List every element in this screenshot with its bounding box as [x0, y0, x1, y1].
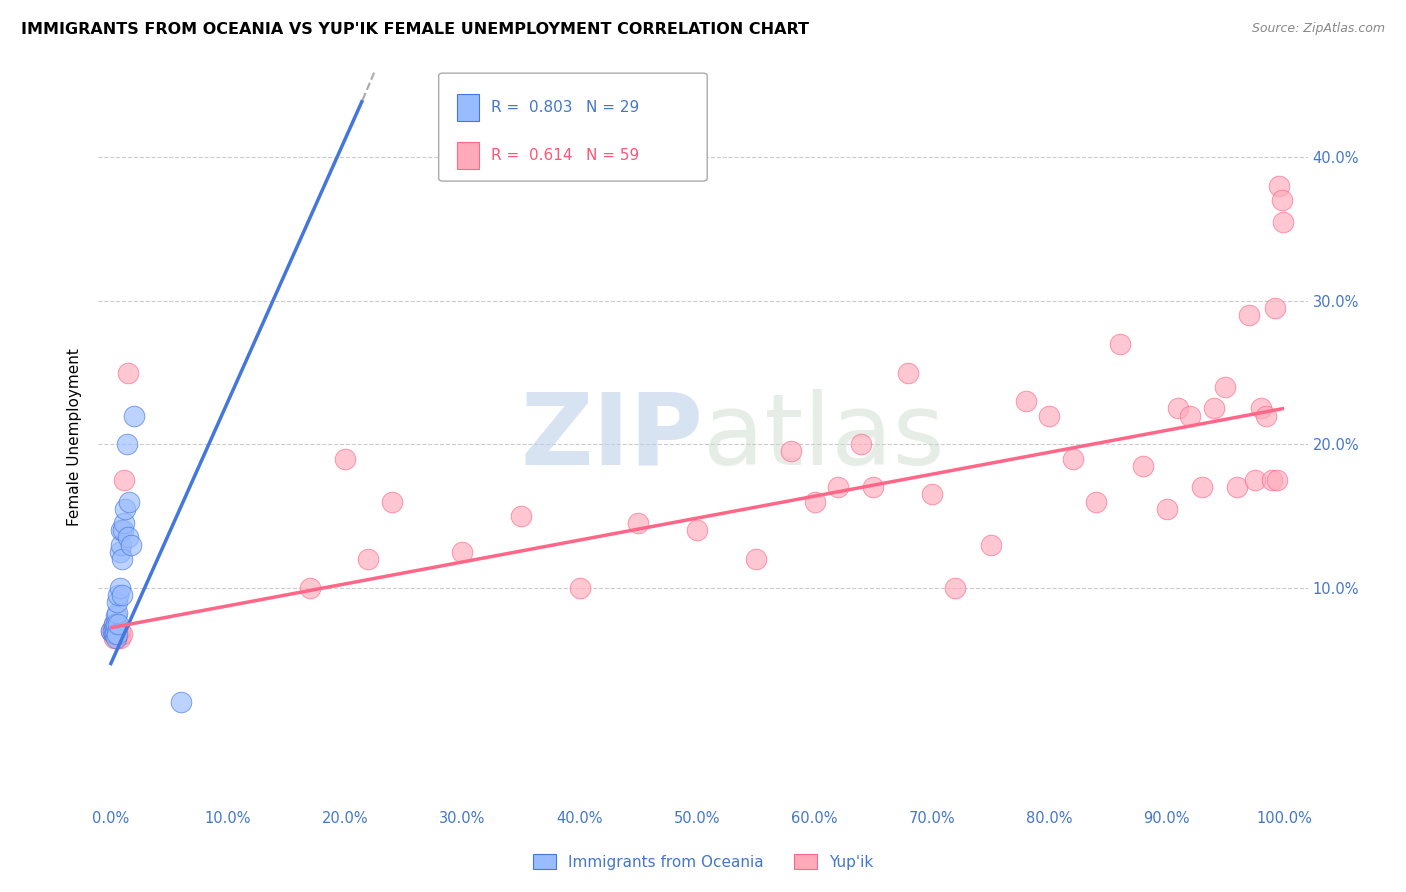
Point: [105, 616, 128, 631]
Point: [101, 621, 124, 635]
Point: [108, 631, 131, 645]
Point: [381, 494, 404, 508]
Point: [108, 581, 131, 595]
Point: [803, 494, 825, 508]
Point: [1156, 501, 1178, 516]
Point: [104, 626, 127, 640]
Point: [627, 516, 650, 530]
Point: [686, 524, 709, 538]
Point: [111, 588, 134, 602]
Point: [111, 552, 134, 566]
Point: [851, 437, 873, 451]
Point: [112, 516, 135, 530]
Point: [105, 631, 128, 645]
Point: [862, 480, 884, 494]
Point: [921, 487, 943, 501]
Legend: Immigrants from Oceania, Yup'ik: Immigrants from Oceania, Yup'ik: [526, 847, 880, 876]
Point: [117, 366, 139, 380]
Text: R =  0.614: R = 0.614: [491, 148, 572, 163]
Point: [105, 607, 128, 621]
Point: [333, 451, 356, 466]
Point: [1271, 194, 1294, 208]
Point: [105, 626, 128, 640]
Point: [169, 695, 191, 709]
Point: [111, 626, 134, 640]
Point: [114, 501, 136, 516]
Point: [897, 366, 920, 380]
Point: [110, 524, 132, 538]
Point: [827, 480, 849, 494]
Point: [1237, 308, 1260, 322]
Y-axis label: Female Unemployment: Female Unemployment: [67, 348, 83, 526]
Point: [108, 545, 131, 559]
Point: [117, 531, 139, 545]
Text: Source: ZipAtlas.com: Source: ZipAtlas.com: [1251, 22, 1385, 36]
Point: [1264, 301, 1286, 315]
Point: [107, 588, 129, 602]
Point: [1261, 473, 1284, 487]
Point: [105, 609, 128, 624]
Point: [1268, 179, 1291, 194]
Point: [1256, 409, 1278, 423]
Point: [1226, 480, 1249, 494]
Point: [105, 621, 128, 635]
Text: atlas: atlas: [703, 389, 945, 485]
Point: [1265, 473, 1288, 487]
Point: [104, 621, 127, 635]
Point: [100, 624, 122, 638]
Point: [122, 409, 145, 423]
Point: [104, 626, 127, 640]
Text: IMMIGRANTS FROM OCEANIA VS YUP'IK FEMALE UNEMPLOYMENT CORRELATION CHART: IMMIGRANTS FROM OCEANIA VS YUP'IK FEMALE…: [21, 22, 808, 37]
Point: [1191, 480, 1213, 494]
Point: [1038, 409, 1060, 423]
Point: [107, 616, 129, 631]
Point: [110, 538, 132, 552]
Point: [1243, 473, 1265, 487]
Point: [1085, 494, 1108, 508]
Point: [120, 538, 142, 552]
Point: [101, 626, 124, 640]
Point: [1250, 401, 1272, 416]
Point: [108, 624, 131, 638]
Point: [104, 621, 127, 635]
Point: [118, 494, 141, 508]
Text: R =  0.803: R = 0.803: [491, 100, 572, 115]
Point: [568, 581, 591, 595]
Point: [103, 616, 125, 631]
Text: ZIP: ZIP: [520, 389, 703, 485]
Point: [1202, 401, 1225, 416]
Point: [112, 524, 135, 538]
Point: [1167, 401, 1189, 416]
Point: [945, 581, 967, 595]
Point: [105, 631, 128, 645]
Point: [357, 552, 380, 566]
Point: [780, 444, 803, 458]
Point: [745, 552, 768, 566]
Point: [1108, 336, 1130, 351]
Point: [1015, 394, 1038, 409]
Point: [107, 626, 129, 640]
Text: N = 59: N = 59: [586, 148, 640, 163]
Text: N = 29: N = 29: [586, 100, 640, 115]
Point: [107, 621, 129, 635]
Point: [1062, 451, 1084, 466]
Point: [451, 545, 474, 559]
Point: [1271, 215, 1294, 229]
Point: [101, 624, 124, 638]
Point: [115, 437, 138, 451]
Point: [510, 508, 533, 523]
Point: [103, 616, 125, 631]
Point: [103, 626, 125, 640]
Point: [298, 581, 321, 595]
Point: [1180, 409, 1202, 423]
Point: [105, 595, 128, 609]
Point: [1132, 458, 1154, 473]
Point: [103, 631, 125, 645]
Point: [1215, 380, 1237, 394]
Point: [105, 626, 128, 640]
Point: [112, 473, 135, 487]
Point: [980, 538, 1002, 552]
Point: [100, 624, 122, 638]
